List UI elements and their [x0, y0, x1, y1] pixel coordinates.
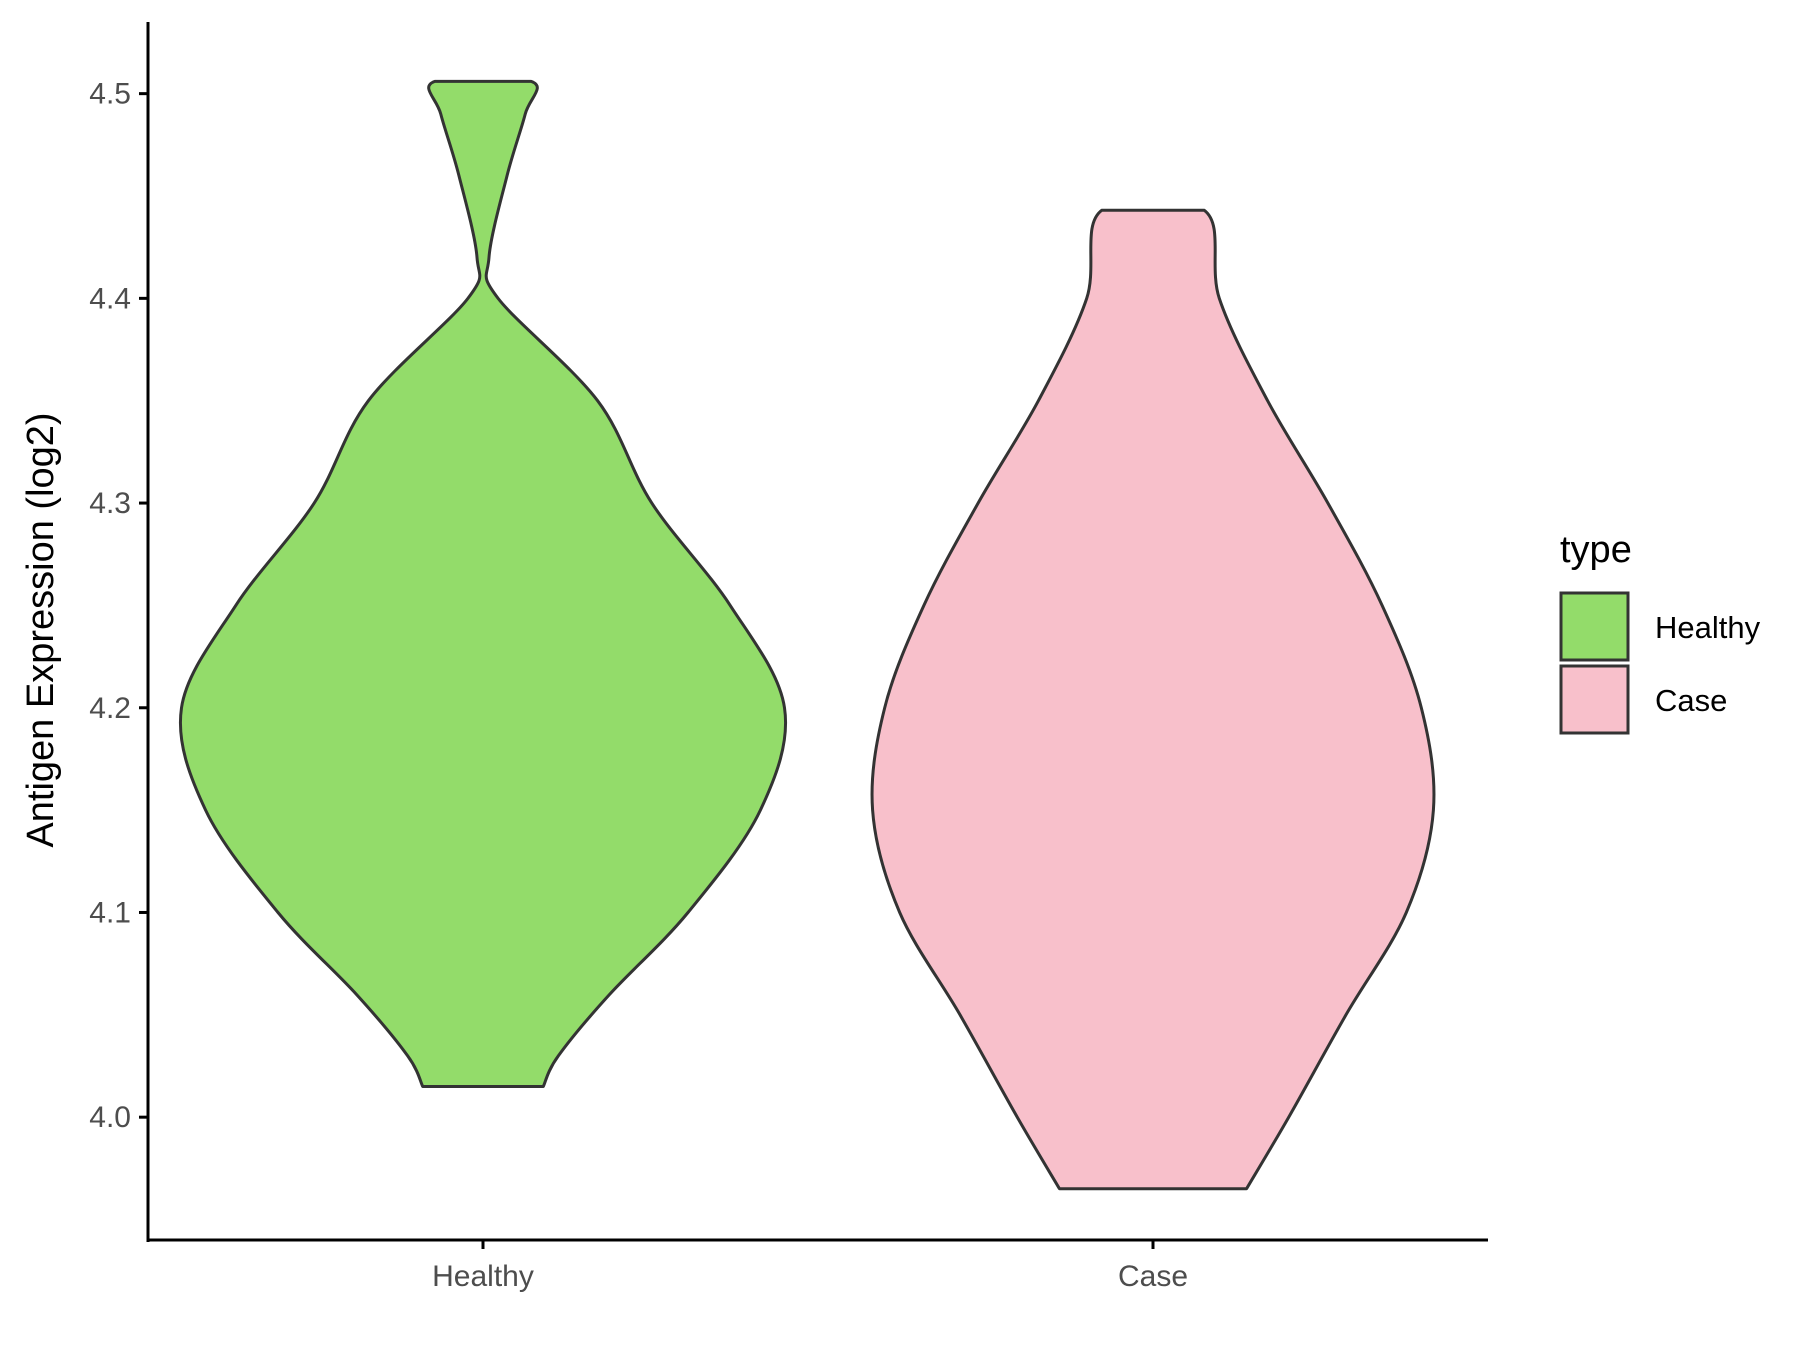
y-tick-label: 4.5 [89, 78, 131, 111]
legend-entries: Healthy Case [1559, 591, 1761, 735]
legend: type Healthy Case [1559, 529, 1761, 735]
y-tick-label: 4.2 [89, 692, 131, 725]
y-axis-title: Antigen Expression (log2) [20, 412, 62, 847]
x-axis-ticks: Healthy Case [432, 1240, 1188, 1293]
y-tick-label: 4.0 [89, 1101, 131, 1134]
legend-label-case: Case [1655, 683, 1727, 718]
x-tick-label-case: Case [1118, 1260, 1188, 1293]
x-tick-label-healthy: Healthy [432, 1260, 534, 1293]
y-axis-ticks: 4.0 4.1 4.2 4.3 4.4 4.5 [89, 78, 148, 1134]
legend-title: type [1560, 529, 1632, 571]
legend-swatch-case [1559, 664, 1630, 735]
y-tick-label: 4.4 [89, 282, 131, 315]
violin-case [870, 208, 1436, 1191]
y-tick-label: 4.3 [89, 487, 131, 520]
legend-label-healthy: Healthy [1655, 610, 1761, 645]
violin-healthy [178, 79, 788, 1088]
violin-layer [178, 79, 1436, 1191]
y-tick-label: 4.1 [89, 896, 131, 929]
legend-swatch-healthy [1559, 591, 1630, 662]
